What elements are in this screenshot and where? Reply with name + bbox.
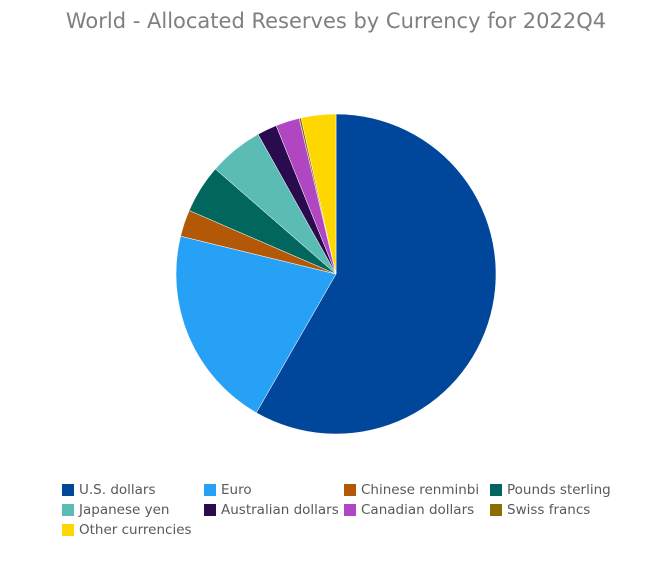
legend-swatch [62, 504, 74, 516]
legend-label: Canadian dollars [361, 502, 474, 518]
legend-swatch [62, 524, 74, 536]
legend-label: Australian dollars [221, 502, 339, 518]
legend-swatch [204, 484, 216, 496]
legend-swatch [344, 504, 356, 516]
legend-label: Euro [221, 482, 252, 498]
pie-slice [175, 235, 337, 414]
legend-label: Pounds sterling [507, 482, 611, 498]
legend-label: Chinese renminbi [361, 482, 479, 498]
legend-swatch [62, 484, 74, 496]
legend-swatch [490, 504, 502, 516]
legend-swatch [344, 484, 356, 496]
legend-swatch [490, 484, 502, 496]
pie-slice [300, 113, 337, 275]
legend-swatch [204, 504, 216, 516]
legend-label: Swiss francs [507, 502, 590, 518]
legend-label: Japanese yen [78, 502, 169, 518]
pie-slice [255, 113, 497, 435]
legend-label: Other currencies [79, 522, 192, 538]
legend-label: U.S. dollars [79, 482, 156, 498]
chart-title: World - Allocated Reserves by Currency f… [66, 9, 606, 33]
